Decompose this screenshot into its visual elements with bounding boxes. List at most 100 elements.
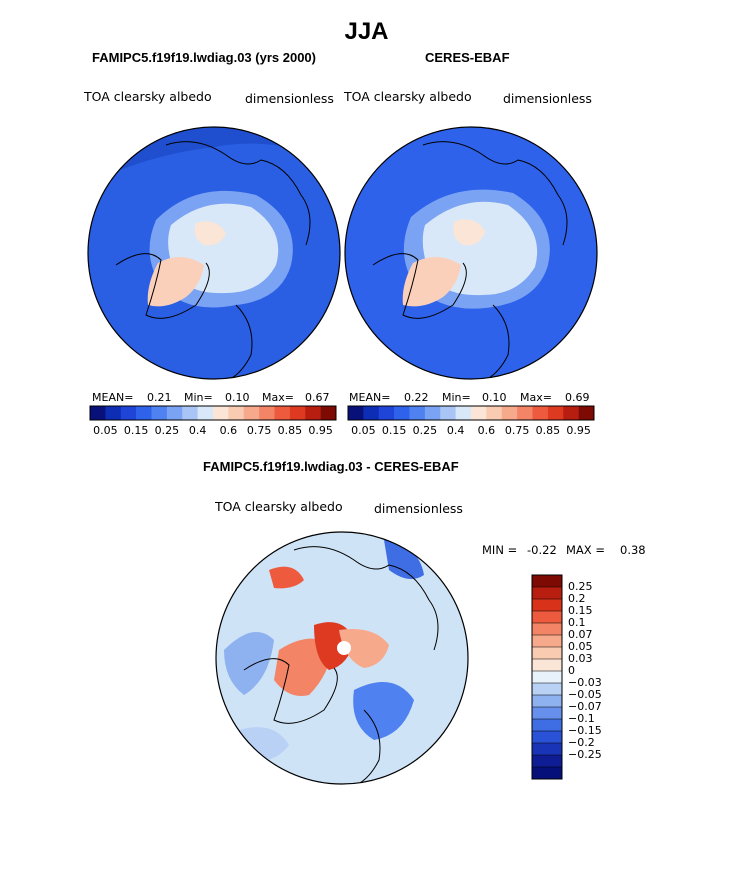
diff-colorbar <box>531 574 563 780</box>
diff-min-label: MIN = <box>482 543 518 557</box>
diff-max-label: MAX = <box>566 543 605 557</box>
diff-colorbar-swatch <box>532 695 562 708</box>
obs-colorbar-tick-label: 0.4 <box>446 424 465 437</box>
obs-colorbar-tick-label: 0.05 <box>351 424 376 437</box>
obs-colorbar-swatch <box>547 406 564 420</box>
obs-colorbar-swatch <box>440 406 456 420</box>
diff-colorbar-tick-label: 0.03 <box>568 652 593 665</box>
model-colorbar-swatch <box>105 406 122 420</box>
model-colorbar-swatch <box>289 406 306 420</box>
model-colorbar-swatch <box>120 406 137 420</box>
diff-colorbar-tick-label: −0.05 <box>568 688 602 701</box>
model-colorbar-swatch <box>320 406 337 420</box>
obs-colorbar-tick-label: 0.6 <box>477 424 496 437</box>
obs-mean-label: MEAN= <box>349 391 391 404</box>
obs-colorbar-swatch <box>563 406 579 420</box>
obs-map-peach-center <box>453 219 485 246</box>
obs-max-label: Max= <box>520 391 552 404</box>
obs-panel-title: CERES-EBAF <box>425 50 510 65</box>
diff-colorbar-tick-label: −0.25 <box>568 748 602 761</box>
model-max-value: 0.67 <box>305 391 330 404</box>
diff-colorbar-tick-label: −0.03 <box>568 676 602 689</box>
obs-map-coast-a <box>372 253 467 319</box>
model-colorbar-swatch <box>90 406 106 420</box>
model-map-peach-center <box>194 221 226 246</box>
diff-colorbar-tick-label: −0.2 <box>568 736 595 749</box>
obs-min-label: Min= <box>442 391 471 404</box>
model-min-value: 0.10 <box>225 391 250 404</box>
model-colorbar-swatch <box>151 406 168 420</box>
diff-colorbar-swatch <box>532 707 562 720</box>
model-colorbar-swatch <box>182 406 198 420</box>
model-colorbar-outline <box>89 405 337 421</box>
model-colorbar-tick-label: 0.15 <box>123 424 149 437</box>
diff-map-coast-b <box>293 546 439 651</box>
model-colorbar-tick-label: 0.05 <box>93 424 118 437</box>
obs-units-label: dimensionless <box>503 91 592 106</box>
diff-colorbar-swatch <box>532 599 562 612</box>
obs-colorbar-swatch <box>363 406 380 420</box>
model-colorbar-tick-label: 0.95 <box>308 424 333 437</box>
model-colorbar-swatch <box>166 406 183 420</box>
model-colorbar-swatch <box>305 406 321 420</box>
obs-colorbar-swatch <box>378 406 395 420</box>
model-colorbar-tick-label: 0.75 <box>246 424 272 437</box>
model-map <box>87 126 341 380</box>
diff-map-blue-patch-2 <box>353 682 414 740</box>
obs-colorbar-tick-label: 0.75 <box>504 424 530 437</box>
diff-map-coast-c <box>353 709 381 784</box>
diff-colorbar-swatch <box>532 647 562 660</box>
model-map-greenland <box>147 256 204 307</box>
obs-variable-label: TOA clearsky albedo <box>344 89 472 104</box>
model-map-coast-a <box>115 253 210 319</box>
model-panel-title: FAMIPC5.f19f19.lwdiag.03 (yrs 2000) <box>92 50 316 65</box>
model-colorbar-swatch <box>197 406 214 420</box>
diff-colorbar-swatch <box>532 731 562 744</box>
obs-min-value: 0.10 <box>482 391 507 404</box>
diff-colorbar-tick-label: 0.1 <box>568 616 586 629</box>
diff-colorbar-tick-label: 0.2 <box>568 592 586 605</box>
model-colorbar-swatch <box>228 406 245 420</box>
diff-colorbar-tick-label: 0 <box>568 664 575 677</box>
diff-colorbar-tick-label: 0.15 <box>568 604 593 617</box>
diff-colorbar-swatch <box>532 683 562 696</box>
obs-mean-value: 0.22 <box>404 391 429 404</box>
obs-colorbar <box>347 405 595 421</box>
obs-colorbar-swatch <box>348 406 364 420</box>
diff-colorbar-swatch <box>532 587 562 600</box>
diff-colorbar-tick-label: 0.05 <box>568 640 593 653</box>
model-map-coast-b <box>165 141 311 246</box>
diff-colorbar-swatch <box>532 719 562 732</box>
model-colorbar <box>89 405 337 421</box>
obs-colorbar-swatch <box>578 406 595 420</box>
diff-colorbar-swatch <box>532 623 562 636</box>
diff-colorbar-outline <box>531 574 563 780</box>
diff-colorbar-tick-label: −0.1 <box>568 712 595 725</box>
diff-colorbar-swatch <box>532 611 562 624</box>
diff-units-label: dimensionless <box>374 501 463 516</box>
model-map-coast-c <box>225 304 253 379</box>
obs-colorbar-swatch <box>455 406 472 420</box>
model-colorbar-swatch <box>136 406 152 420</box>
obs-colorbar-swatch <box>471 406 487 420</box>
model-colorbar-tick-label: 0.85 <box>277 424 303 437</box>
model-colorbar-tick-label: 0.6 <box>219 424 238 437</box>
model-mean-label: MEAN= <box>92 391 134 404</box>
obs-colorbar-swatch <box>517 406 533 420</box>
diff-colorbar-swatch <box>532 755 562 768</box>
obs-colorbar-tick-label: 0.95 <box>566 424 591 437</box>
obs-map-coast-c <box>482 304 510 379</box>
diff-map <box>215 531 469 785</box>
obs-max-value: 0.69 <box>565 391 590 404</box>
diff-colorbar-tick-label: −0.15 <box>568 724 602 737</box>
diff-variable-label: TOA clearsky albedo <box>215 499 343 514</box>
obs-colorbar-outline <box>347 405 595 421</box>
diff-colorbar-swatch <box>532 743 562 756</box>
model-units-label: dimensionless <box>245 91 334 106</box>
obs-colorbar-tick-label: 0.25 <box>412 424 438 437</box>
diff-colorbar-swatch <box>532 767 562 780</box>
obs-map-coast-b <box>422 141 568 246</box>
diff-colorbar-tick-label: −0.07 <box>568 700 602 713</box>
model-min-label: Min= <box>184 391 213 404</box>
diff-map-pole-hole <box>337 641 351 655</box>
